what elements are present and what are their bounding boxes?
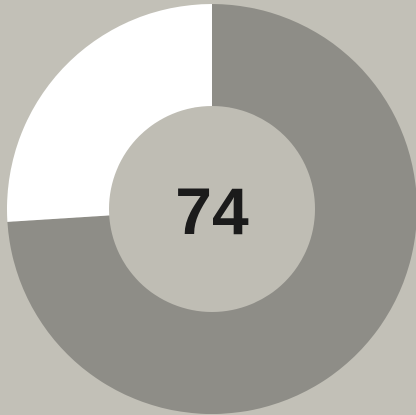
donut-segment [7,4,416,414]
center-value: 74 [175,174,249,248]
donut-hole [109,106,315,312]
